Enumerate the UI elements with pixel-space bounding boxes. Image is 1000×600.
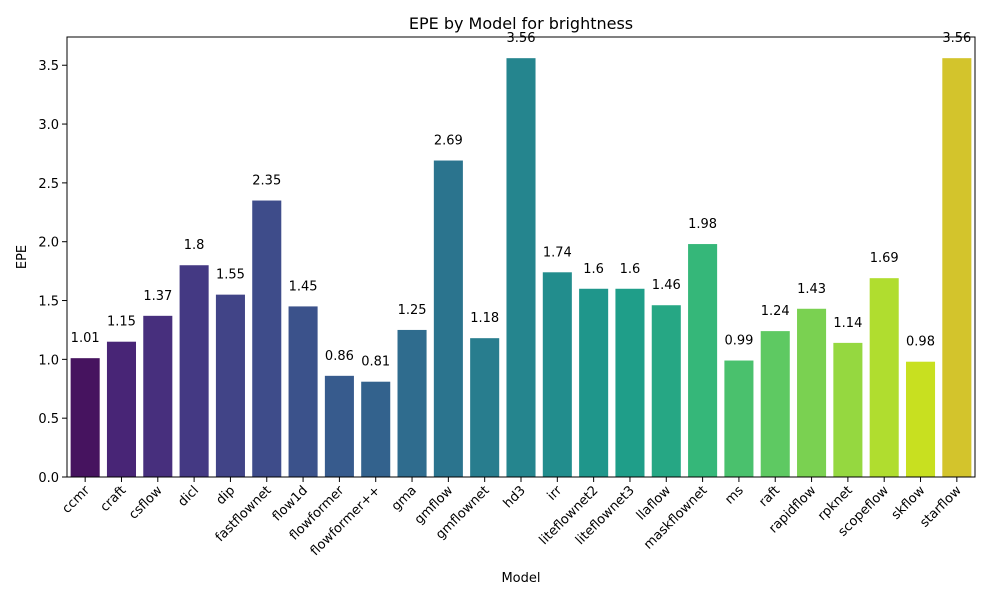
bar xyxy=(106,341,137,477)
x-tick-label: hd3 xyxy=(501,483,529,511)
bar-value-label: 1.15 xyxy=(107,315,136,330)
bar-value-label: 0.81 xyxy=(361,355,390,370)
bar xyxy=(724,360,754,477)
bar xyxy=(506,58,536,477)
x-tick-label: ms xyxy=(722,483,747,508)
bar-value-label: 3.56 xyxy=(507,31,536,46)
bar xyxy=(797,308,827,477)
bar-value-label: 0.98 xyxy=(906,335,935,350)
bar xyxy=(179,265,209,477)
bar-value-label: 1.37 xyxy=(143,289,172,304)
bar xyxy=(942,58,972,477)
bar xyxy=(615,288,645,477)
bar xyxy=(688,244,718,477)
bar xyxy=(252,200,282,477)
y-axis: 0.0 0.5 1.0 1.5 2.0 2.5 3.0 3.5 xyxy=(38,59,67,486)
bar-value-label: 1.18 xyxy=(470,311,499,326)
y-axis-label: EPE xyxy=(15,245,30,269)
bar-value-label: 0.86 xyxy=(325,349,354,364)
bar xyxy=(143,315,173,477)
x-tick-label: craft xyxy=(98,483,130,515)
bar-value-label: 0.99 xyxy=(724,334,753,349)
bar xyxy=(324,375,354,477)
bar xyxy=(833,342,863,477)
bar-value-label: 1.69 xyxy=(870,251,899,266)
x-tick-label: ccmr xyxy=(60,483,94,517)
bar-value-label: 2.35 xyxy=(252,174,281,189)
y-tick-label: 0.5 xyxy=(38,412,59,427)
bar xyxy=(651,305,681,477)
bar xyxy=(397,329,427,477)
bar xyxy=(70,358,100,477)
x-tick-label: csflow xyxy=(126,483,166,523)
bar-value-label: 1.43 xyxy=(797,282,826,297)
y-tick-label: 1.5 xyxy=(38,295,59,310)
bar-value-label: 1.6 xyxy=(620,262,641,277)
bar-value-label: 1.45 xyxy=(289,279,318,294)
bar xyxy=(905,361,936,477)
bar xyxy=(542,272,572,477)
bar-value-label: 1.14 xyxy=(833,316,862,331)
y-tick-label: 2.0 xyxy=(38,236,59,251)
x-tick-label: gma xyxy=(389,483,420,514)
bar-value-label: 1.25 xyxy=(398,303,427,318)
y-tick-label: 1.0 xyxy=(38,353,59,368)
bar-value-label: 1.01 xyxy=(71,331,100,346)
bar xyxy=(760,331,790,477)
bar-value-label: 1.8 xyxy=(184,238,205,253)
bar xyxy=(215,294,245,477)
x-axis-label: Model xyxy=(501,571,540,586)
bars-group xyxy=(70,58,972,477)
data-labels-group: 1.01 1.15 1.37 1.8 1.55 2.35 1.45 0.86 0.81 1.25 2… xyxy=(71,31,972,370)
bar-value-label: 1.24 xyxy=(761,304,790,319)
x-tick-label: irr xyxy=(545,483,566,504)
bar-value-label: 3.56 xyxy=(942,31,971,46)
y-tick-label: 0.0 xyxy=(38,471,59,486)
bar-value-label: 1.46 xyxy=(652,278,681,293)
bar xyxy=(433,160,463,477)
chart-title: EPE by Model for brightness xyxy=(409,14,633,33)
bar-value-label: 1.98 xyxy=(688,217,717,232)
bar xyxy=(470,338,500,477)
y-tick-label: 3.5 xyxy=(38,59,59,74)
bar-value-label: 1.74 xyxy=(543,245,572,260)
bar xyxy=(288,306,318,477)
plot-frame xyxy=(66,36,976,478)
x-tick-label: maskflownet xyxy=(641,483,710,552)
bar-value-label: 2.69 xyxy=(434,134,463,149)
y-tick-label: 3.0 xyxy=(38,118,59,133)
bar-value-label: 1.55 xyxy=(216,268,245,283)
bar xyxy=(361,381,391,477)
bar xyxy=(869,278,899,477)
x-tick-label: raft xyxy=(756,483,783,510)
x-tick-label: dicl xyxy=(175,483,202,510)
y-tick-label: 2.5 xyxy=(38,177,59,192)
bar xyxy=(579,288,609,477)
x-tick-label: dip xyxy=(213,483,238,508)
bar-value-label: 1.6 xyxy=(583,262,604,277)
